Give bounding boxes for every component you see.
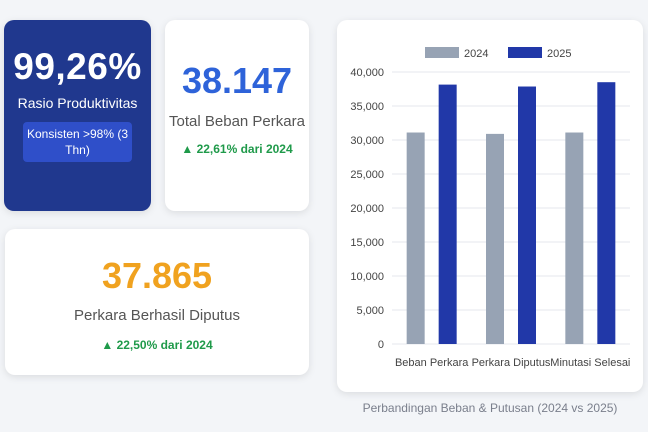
total-caseload-label: Total Beban Perkara <box>169 113 305 130</box>
total-caseload-card: 38.147 Total Beban Perkara ▲ 22,61% dari… <box>165 20 309 211</box>
y-tick-label: 25,000 <box>350 169 384 181</box>
y-tick-label: 20,000 <box>350 203 384 215</box>
productivity-ratio-value: 99,26% <box>13 46 142 87</box>
productivity-ratio-card: 99,26% Rasio Produktivitas Konsisten >98… <box>4 20 151 211</box>
y-tick-label: 10,000 <box>350 271 384 283</box>
productivity-ratio-label: Rasio Produktivitas <box>17 95 138 111</box>
legend-label-2025: 2025 <box>547 48 571 60</box>
bar-2024-0 <box>406 132 425 344</box>
legend-label-2024: 2024 <box>464 48 488 60</box>
decided-cases-value: 37.865 <box>101 255 213 296</box>
x-tick-label: Perkara Diputus <box>472 357 551 369</box>
y-tick-label: 15,000 <box>350 237 384 249</box>
y-tick-label: 30,000 <box>350 135 384 147</box>
y-tick-label: 35,000 <box>350 101 384 113</box>
y-tick-label: 40,000 <box>350 67 384 79</box>
total-caseload-value: 38.147 <box>181 60 293 101</box>
bar-2025-0 <box>438 84 457 344</box>
chart-caption: Perbandingan Beban & Putusan (2024 vs 20… <box>362 401 618 415</box>
total-caseload-delta: ▲ 22,61% dari 2024 <box>181 142 293 156</box>
y-tick-label: 5,000 <box>356 305 384 317</box>
comparison-chart-card: 0 5,000 10,000 15,000 20,000 25,000 30,000 35,0… <box>337 20 643 392</box>
bar-2024-1 <box>486 133 504 344</box>
legend-swatch-2025 <box>508 47 542 58</box>
comparison-bar-chart: 0 5,000 10,000 15,000 20,000 25,000 30,000 35,0… <box>350 47 630 369</box>
decided-cases-delta: ▲ 22,50% dari 2024 <box>101 338 213 352</box>
consistency-badge: Konsisten >98% (3 Thn) <box>23 122 132 162</box>
decided-cases-label: Perkara Berhasil Diputus <box>74 307 240 324</box>
x-tick-label: Beban Perkara <box>395 357 469 369</box>
y-tick-label: 0 <box>378 339 384 351</box>
bar-2025-1 <box>518 86 536 344</box>
bar-2024-2 <box>565 132 584 344</box>
x-tick-label: Minutasi Selesai <box>550 357 630 369</box>
decided-cases-card: 37.865 Perkara Berhasil Diputus ▲ 22,50%… <box>5 229 309 375</box>
bar-2025-2 <box>597 82 616 344</box>
legend-swatch-2024 <box>425 47 459 58</box>
